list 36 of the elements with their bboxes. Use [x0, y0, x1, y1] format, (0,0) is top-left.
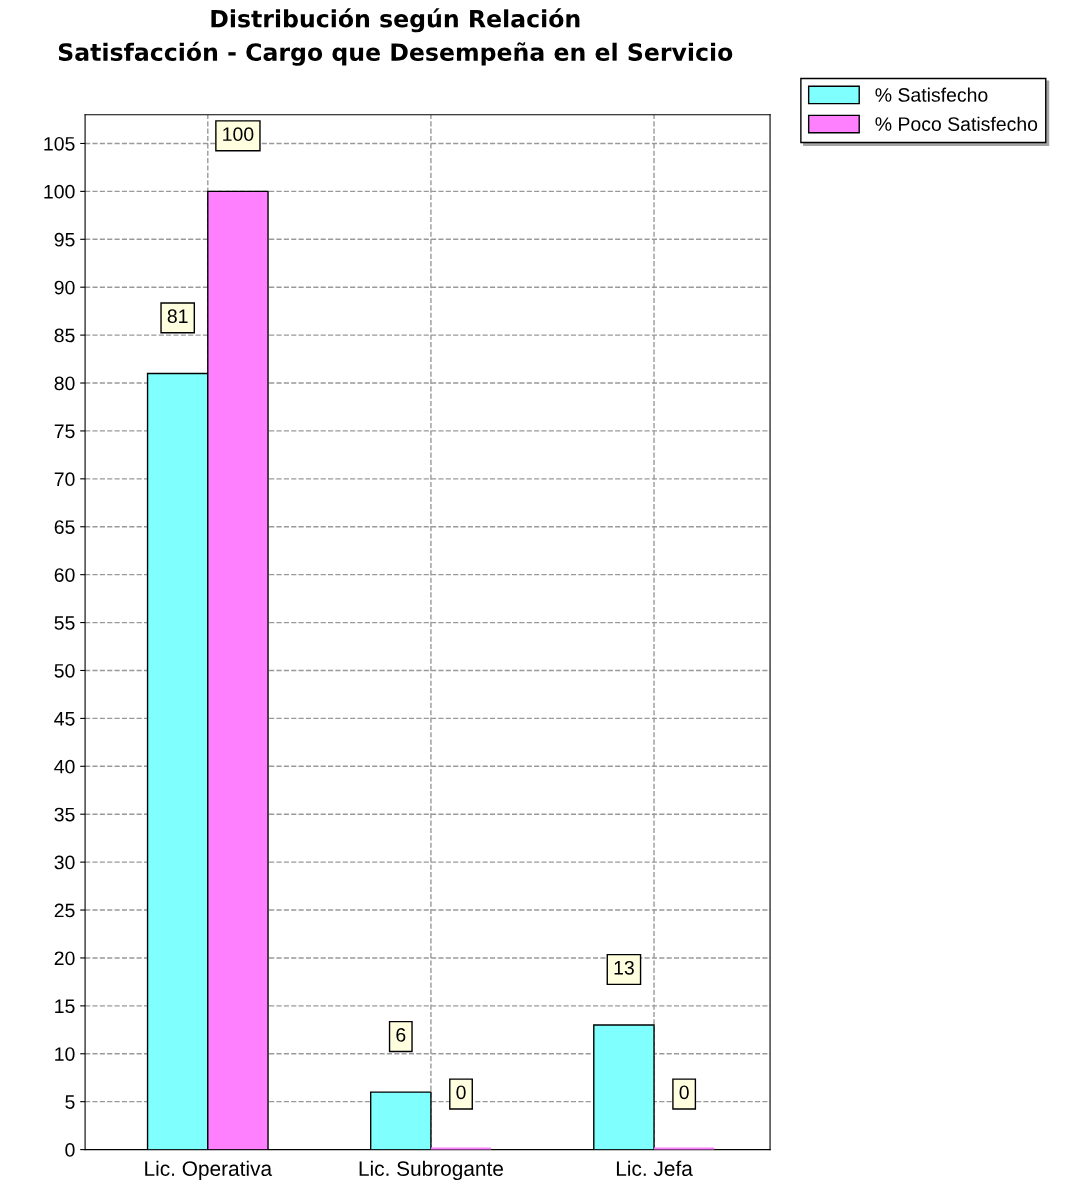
data-label: 81 [167, 309, 188, 324]
data-label: 6 [396, 1027, 406, 1042]
bar [593, 1024, 655, 1150]
y-tick-label: 35 [54, 807, 75, 822]
y-tick-label: 40 [54, 759, 75, 774]
y-tick-label: 85 [54, 328, 75, 343]
y-tick-label: 70 [54, 472, 75, 487]
y-tick-label: 30 [54, 855, 75, 870]
x-tick-label: Lic. Operativa [145, 1160, 273, 1181]
y-tick-label: 60 [54, 568, 75, 582]
y-tick-label: 90 [54, 280, 75, 295]
y-tick-label: 25 [54, 903, 75, 918]
y-tick-label: 75 [54, 424, 75, 439]
x-tick-label: Lic. Subrogante [359, 1160, 503, 1181]
legend-label: % Satisfecho [875, 87, 988, 102]
y-tick-label: 50 [54, 663, 75, 678]
y-tick-label: 95 [54, 232, 75, 247]
x-tick-label: Lic. Jefa [616, 1160, 693, 1176]
y-tick-label: 65 [54, 520, 75, 534]
y-tick-label: 105 [44, 136, 75, 151]
y-tick-label: 55 [54, 616, 75, 630]
data-label: 0 [679, 1085, 689, 1100]
y-tick-label: 45 [54, 712, 75, 726]
y-tick-label: 100 [44, 184, 75, 199]
data-label: 0 [456, 1085, 466, 1100]
y-tick-label: 0 [65, 1143, 75, 1157]
y-tick-label: 80 [54, 376, 75, 391]
data-label: 13 [614, 960, 634, 975]
y-tick-label: 5 [65, 1095, 75, 1109]
y-tick-label: 20 [54, 951, 75, 966]
y-tick-label: 10 [55, 1047, 75, 1062]
bar [369, 1091, 432, 1150]
data-label: 100 [223, 127, 254, 142]
legend-label: % Poco Satisfecho [875, 116, 1038, 131]
y-tick-label: 15 [55, 999, 75, 1014]
chart-title: Distribución según Relación Satisfacción - Cargo que Desempeña en el Servicio [58, 8, 733, 66]
